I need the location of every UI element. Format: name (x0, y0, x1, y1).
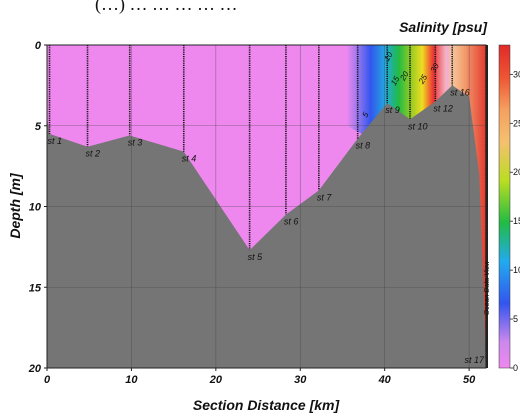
station-casts (48, 45, 486, 360)
station-label: st 10 (408, 121, 428, 131)
colorbar-tick-label: 20 (513, 167, 520, 177)
colorbar-tick-label: 0 (513, 363, 518, 373)
x-tick-label: 50 (463, 374, 476, 386)
x-ticks: 0 10 20 30 40 50 (44, 368, 476, 386)
y-tick-label: 5 (35, 121, 42, 133)
colorbar (498, 44, 511, 369)
station-label: st 12 (433, 104, 453, 114)
station-label: st 6 (284, 217, 299, 227)
chart-title: Salinity [psu] (399, 19, 488, 35)
station-label: st 17 (464, 355, 485, 365)
colorbar-tick-label: 25 (513, 118, 520, 128)
y-tick-label: 15 (29, 282, 42, 294)
grid (47, 45, 486, 368)
x-tick-label: 20 (209, 374, 223, 386)
station-label: st 8 (356, 141, 371, 151)
station-label: st 1 (48, 136, 63, 146)
x-tick-label: 10 (125, 374, 138, 386)
y-ticks: 0 5 10 15 20 (28, 40, 47, 375)
station-label: st 16 (450, 87, 470, 97)
colorbar-tick-label: 15 (513, 216, 520, 226)
watermark-text: Ocean Data View (484, 260, 491, 315)
caption-fragment: (…) … … … … … (95, 0, 238, 15)
station-label: st 9 (385, 105, 400, 115)
station-label: st 2 (86, 149, 101, 159)
station-label: st 3 (128, 137, 143, 147)
colorbar-tick-label: 30 (513, 69, 520, 79)
station-label: st 4 (182, 154, 197, 164)
y-tick-label: 0 (35, 40, 42, 52)
colorbar-tick-label: 5 (513, 314, 518, 324)
y-axis-label: Depth [m] (7, 172, 23, 239)
colorbar-tick-label: 10 (513, 265, 520, 275)
station-labels: st 1 st 2 st 3 st 4 st 5 st 6 st 7 st 8 st 9 st 1… (48, 87, 485, 365)
seabed-bathymetry (47, 85, 486, 368)
isoline-label: 20 (398, 69, 411, 83)
y-tick-label: 10 (29, 202, 42, 214)
isoline-label: 5 (361, 110, 371, 119)
x-axis-label: Section Distance [km] (193, 397, 341, 413)
y-tick-label: 20 (28, 363, 42, 375)
x-tick-label: 40 (378, 374, 392, 386)
station-label: st 5 (248, 252, 264, 262)
colorbar-ticks: 0 5 10 15 20 25 30 (510, 69, 520, 373)
x-tick-label: 30 (294, 374, 307, 386)
x-tick-label: 0 (44, 374, 51, 386)
right-frame-bar (486, 45, 488, 368)
station-label: st 7 (317, 192, 333, 202)
